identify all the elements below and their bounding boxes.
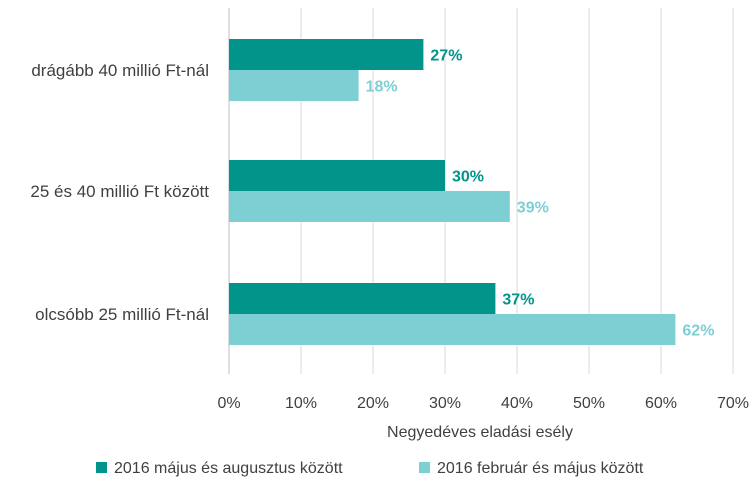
bar-may-aug [229, 283, 496, 314]
category-label: 25 és 40 millió Ft között [30, 182, 209, 201]
x-tick-label: 10% [285, 395, 317, 412]
data-label: 39% [517, 200, 549, 217]
bar-may-aug [229, 160, 445, 191]
x-tick-label: 20% [357, 395, 389, 412]
data-label: 62% [682, 323, 714, 340]
legend-swatch [96, 462, 107, 473]
data-label: 30% [452, 169, 484, 186]
data-labels: 27% 18% 30% 39% 37% 62% [366, 48, 715, 340]
bar-feb-may [229, 314, 676, 345]
x-tick-label: 0% [217, 395, 240, 412]
legend-label: 2016 február és május között [437, 460, 644, 477]
data-label: 27% [430, 48, 462, 65]
category-label: drágább 40 millió Ft-nál [31, 61, 209, 80]
legend: 2016 május és augusztus között 2016 febru… [96, 460, 644, 477]
x-tick-label: 50% [573, 395, 605, 412]
bar-feb-may [229, 191, 510, 222]
legend-swatch [419, 462, 430, 473]
bars [229, 39, 676, 345]
x-tick-label: 30% [429, 395, 461, 412]
x-axis-title: Negyedéves eladási esély [387, 424, 573, 441]
x-tick-label: 60% [645, 395, 677, 412]
x-tick-label: 70% [717, 395, 749, 412]
bar-may-aug [229, 39, 424, 70]
data-label: 18% [366, 79, 398, 96]
legend-label: 2016 május és augusztus között [114, 460, 343, 477]
category-labels: drágább 40 millió Ft-nál 25 és 40 millió … [30, 61, 209, 324]
x-tick-labels: 0% 10% 20% 30% 40% 50% 60% 70% [217, 395, 749, 412]
bar-feb-may [229, 70, 359, 101]
x-tick-label: 40% [501, 395, 533, 412]
category-label: olcsóbb 25 millió Ft-nál [35, 305, 209, 324]
data-label: 37% [502, 292, 534, 309]
